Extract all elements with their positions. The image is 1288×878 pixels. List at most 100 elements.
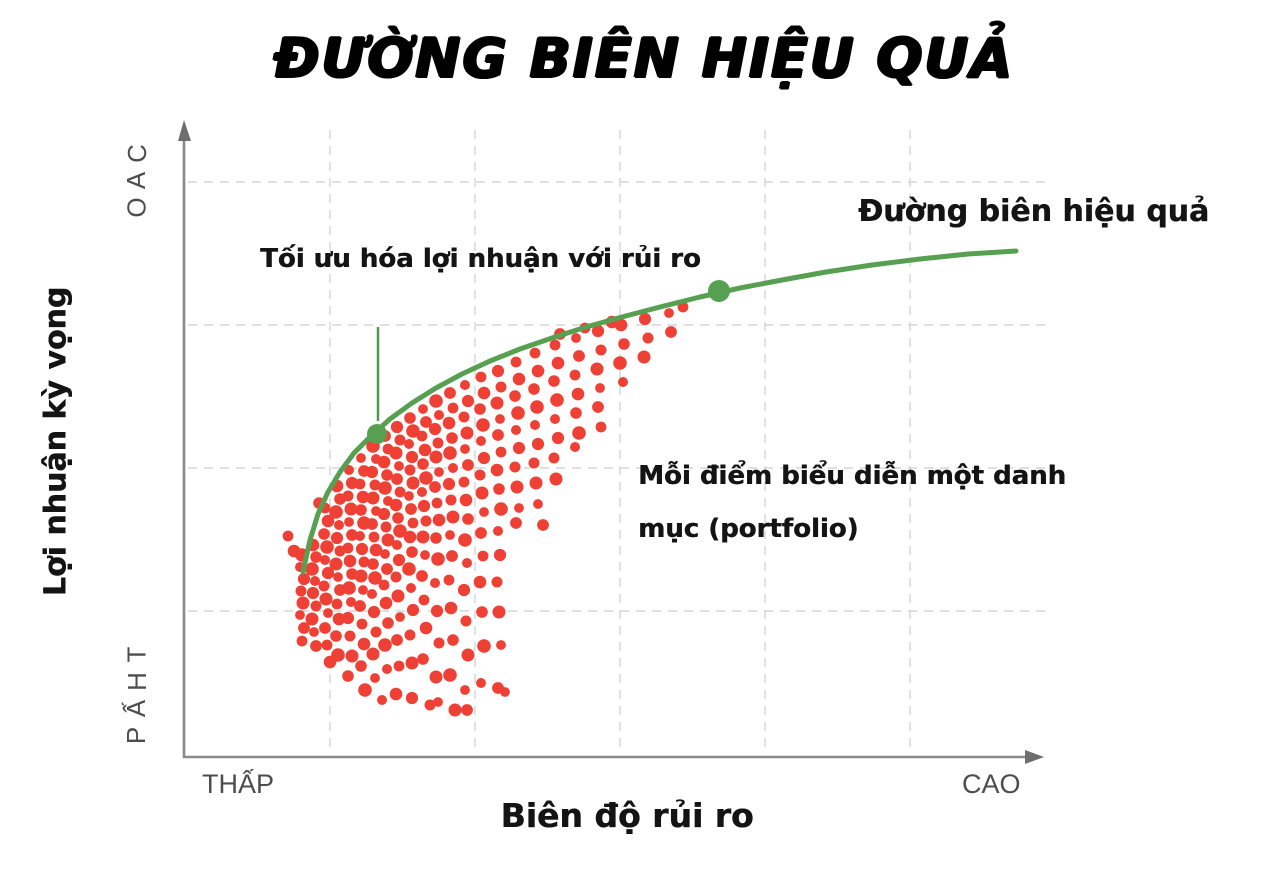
portfolio-point (618, 338, 630, 350)
portfolio-point (306, 586, 320, 600)
portfolio-point (370, 673, 380, 683)
portfolio-point (429, 481, 441, 493)
portfolio-point (394, 486, 406, 498)
frontier-marker-point (367, 424, 387, 444)
portfolio-point (531, 437, 545, 451)
portfolio-point (297, 572, 311, 586)
portfolio-point (492, 605, 506, 619)
portfolio-point (357, 637, 371, 651)
portfolio-point (295, 585, 307, 597)
portfolio-point (446, 432, 458, 444)
portfolio-point (590, 362, 604, 376)
portfolio-point (356, 618, 368, 630)
portfolio-point (475, 527, 487, 539)
portfolio-point (406, 603, 420, 617)
portfolio-point (378, 579, 390, 591)
portfolio-point (320, 540, 334, 554)
portfolio-point (474, 469, 486, 481)
portfolio-point (417, 458, 429, 470)
portfolio-point (570, 407, 582, 419)
portfolio-point (310, 576, 320, 586)
portfolio-point (433, 697, 443, 707)
portfolio-point (345, 649, 359, 663)
portfolio-point (529, 347, 541, 359)
portfolio-point (477, 386, 491, 400)
portfolio-point (330, 630, 342, 642)
portfolio-point (405, 656, 419, 670)
portfolio-point (530, 420, 540, 430)
portfolio-point (511, 406, 525, 420)
portfolio-point (369, 543, 383, 557)
portfolio-point (550, 414, 560, 424)
portfolio-point (460, 380, 470, 390)
portfolio-point (432, 513, 446, 527)
portfolio-point (551, 431, 565, 445)
portfolio-point (367, 558, 379, 570)
portfolio-point (529, 476, 543, 490)
portfolio-point (430, 578, 440, 588)
portfolio-point (416, 530, 430, 544)
portfolio-point (458, 476, 470, 488)
portfolio-point (430, 532, 442, 544)
portfolio-point (417, 653, 429, 665)
portfolio-point (334, 520, 344, 530)
portfolio-point (355, 660, 367, 672)
portfolio-point (377, 695, 387, 705)
portfolio-point (330, 531, 344, 545)
portfolio-point (477, 550, 489, 562)
portfolio-point (321, 566, 335, 580)
portfolio-point (305, 612, 319, 626)
portfolio-point (420, 416, 432, 428)
x-axis-low-label: THẤP (202, 769, 275, 799)
portfolio-point (392, 540, 402, 550)
portfolio-point (416, 570, 428, 582)
portfolio-point (490, 463, 504, 477)
portfolio-point (319, 622, 331, 634)
portfolio-point (342, 581, 356, 595)
portfolio-point (433, 637, 445, 649)
portfolio-point (446, 550, 458, 562)
portfolio-point (344, 502, 358, 516)
portfolio-point (355, 504, 367, 516)
portfolio-point (358, 683, 372, 697)
portfolio-point (473, 575, 487, 589)
portfolio-point (417, 487, 427, 497)
portfolio-point (458, 411, 470, 423)
portfolio-point (346, 529, 358, 541)
portfolio-point (298, 622, 310, 634)
portfolio-point (572, 426, 586, 440)
portfolio-point (406, 546, 418, 558)
portfolio-point (367, 589, 377, 599)
portfolio-point (477, 451, 491, 465)
portfolio-point (405, 503, 417, 515)
portfolio-point (429, 394, 443, 408)
portfolio-point (573, 350, 585, 362)
portfolio-point (381, 533, 395, 547)
portfolio-point (448, 463, 458, 473)
portfolio-point (420, 515, 432, 527)
portfolio-point (310, 600, 322, 612)
portfolio-point (510, 517, 522, 529)
portfolio-point (442, 416, 456, 430)
portfolio-point (369, 479, 381, 491)
portfolio-point (445, 530, 455, 540)
annotation-optimize-label: Tối ưu hóa lợi nhuận với rủi ro (260, 244, 701, 274)
portfolio-point (333, 572, 343, 582)
portfolio-point (295, 610, 305, 620)
portfolio-point (377, 507, 391, 521)
portfolio-point (394, 434, 406, 446)
portfolio-point (493, 483, 505, 495)
portfolio-point (296, 635, 308, 647)
portfolio-point (637, 350, 651, 364)
portfolio-point (460, 426, 474, 440)
portfolio-point (377, 455, 391, 469)
portfolio-point (512, 372, 526, 386)
portfolio-point (419, 621, 433, 635)
portfolio-point (448, 703, 462, 717)
portfolio-point (390, 420, 404, 434)
portfolio-point (342, 490, 354, 502)
portfolio-point (476, 678, 486, 688)
portfolio-point (395, 612, 405, 622)
portfolio-point (512, 441, 526, 455)
portfolio-point (389, 687, 403, 701)
